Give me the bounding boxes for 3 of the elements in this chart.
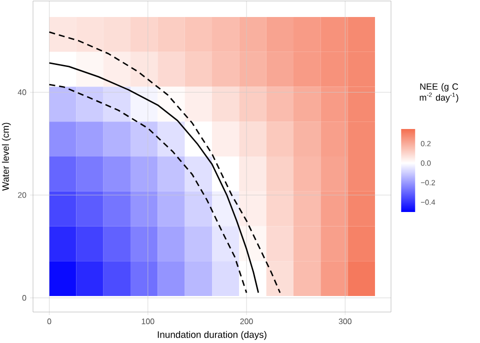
color-bar-title: NEE (g C m$^{-2}$ day$^{-1}$) bbox=[420, 83, 458, 102]
y-axis-title: Water level (cm) bbox=[2, 122, 11, 191]
x-axis-title: Inundation duration (days) bbox=[158, 331, 266, 340]
